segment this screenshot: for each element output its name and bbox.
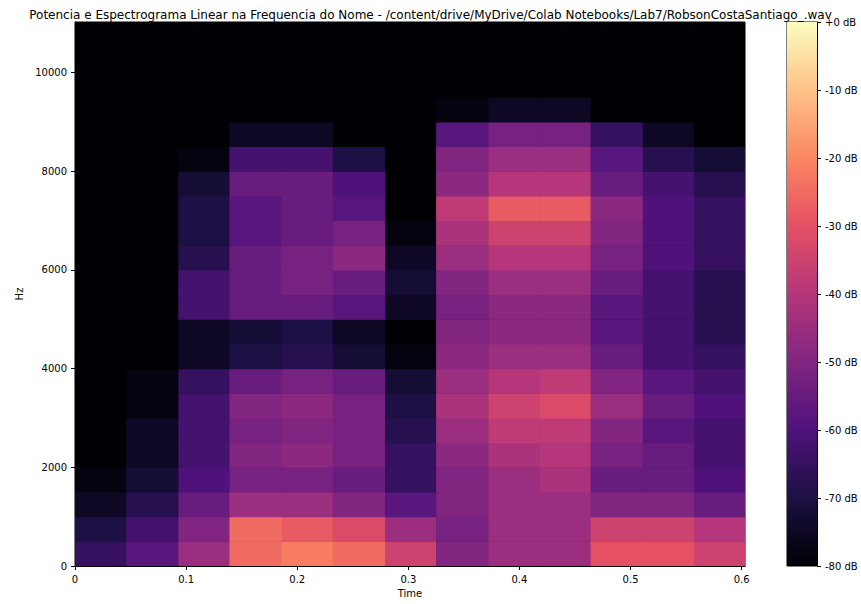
svg-text:4000: 4000 — [42, 363, 67, 374]
svg-text:-10 dB: -10 dB — [825, 85, 858, 96]
svg-text:-30 dB: -30 dB — [825, 221, 858, 232]
svg-text:Time: Time — [397, 588, 422, 599]
svg-text:-70 dB: -70 dB — [825, 493, 858, 504]
svg-text:Hz: Hz — [14, 288, 25, 301]
svg-text:0.4: 0.4 — [511, 574, 527, 585]
svg-text:10000: 10000 — [35, 67, 67, 78]
svg-text:-40 dB: -40 dB — [825, 289, 858, 300]
svg-text:0.6: 0.6 — [734, 574, 750, 585]
svg-text:-80 dB: -80 dB — [825, 561, 858, 572]
svg-text:+0 dB: +0 dB — [825, 16, 857, 28]
svg-text:0: 0 — [72, 574, 78, 585]
svg-text:0.2: 0.2 — [289, 574, 305, 585]
svg-text:-60 dB: -60 dB — [825, 425, 858, 436]
svg-text:0.1: 0.1 — [178, 574, 194, 585]
svg-text:8000: 8000 — [42, 166, 67, 177]
svg-text:6000: 6000 — [42, 264, 67, 275]
svg-text:0.3: 0.3 — [400, 574, 416, 585]
svg-text:0: 0 — [61, 561, 67, 572]
svg-text:2000: 2000 — [42, 462, 67, 473]
svg-text:0.5: 0.5 — [623, 574, 639, 585]
svg-text:-50 dB: -50 dB — [825, 357, 858, 368]
svg-text:-20 dB: -20 dB — [825, 153, 858, 164]
svg-text:Potencia e Espectrograma Linea: Potencia e Espectrograma Linear na Frequ… — [29, 8, 832, 22]
